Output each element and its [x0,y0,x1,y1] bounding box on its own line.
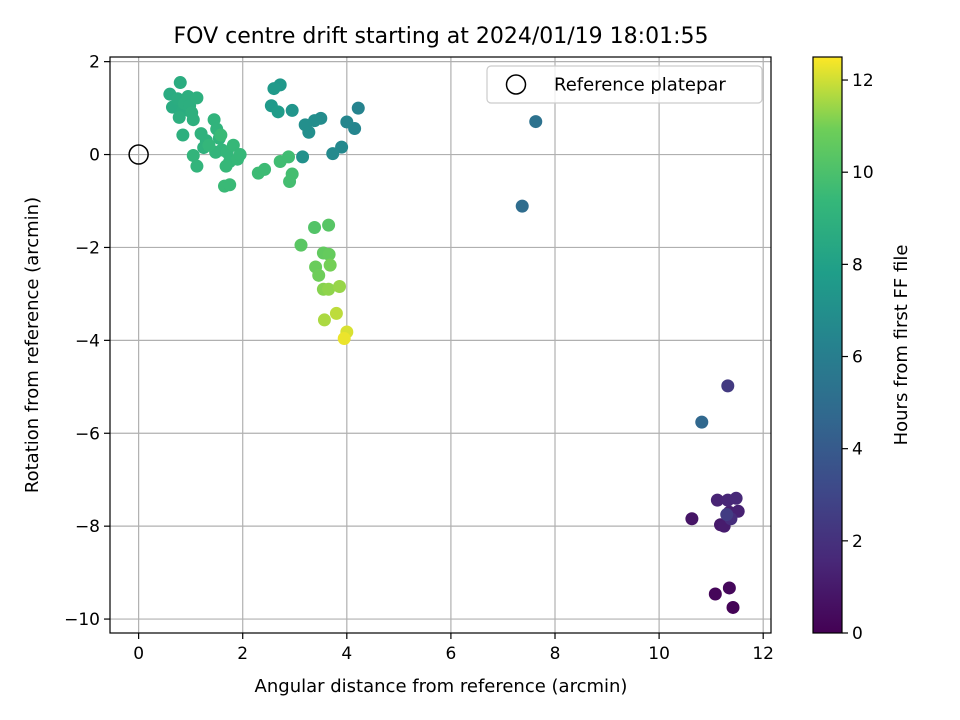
data-point [351,101,365,115]
data-point [729,491,743,505]
colorbar-tick-label: 6 [852,348,863,368]
legend-label-reference: Reference platepar [554,75,726,96]
grid [110,57,771,633]
data-point [223,178,237,192]
x-tick-label: 10 [648,644,670,664]
colorbar: 0 2 4 6 8 10 12 Hours from first FF file [812,56,912,644]
data-point [176,128,190,142]
reference-marker-layer [128,144,149,165]
data-point [720,508,734,522]
data-point [202,138,216,152]
data-point [322,282,336,296]
data-point [258,162,272,176]
colorbar-gradient [812,56,843,634]
data-point [190,91,204,105]
colorbar-tick-label: 0 [852,624,863,644]
data-point [721,379,735,393]
colorbar-label: Hours from first FF file [891,245,912,446]
data-point [695,415,709,429]
data-point [190,159,204,173]
data-point [271,105,285,119]
y-axis-label: Rotation from reference (arcmin) [22,197,43,493]
data-point [685,512,699,526]
y-tick-label: −10 [64,610,100,630]
x-tick-label: 12 [752,644,774,664]
data-point [333,279,347,293]
legend-reference-marker [505,74,527,95]
data-point [214,128,228,142]
data-point [326,147,340,161]
data-point [296,150,310,164]
x-tick-label: 4 [341,644,352,664]
data-point [726,600,740,614]
data-point [710,493,724,507]
data-point [233,148,247,162]
data-point [186,148,200,162]
x-tick-label: 2 [237,644,248,664]
y-tick-label: 2 [89,53,100,73]
data-point [322,218,336,232]
legend: Reference platepar [486,65,763,104]
data-point [173,76,187,90]
data-point [267,82,281,96]
y-tick-label: −4 [75,331,100,351]
colorbar-tick-label: 2 [852,532,863,552]
y-tick-label: 0 [89,146,100,166]
colorbar-tick-label: 10 [852,163,874,183]
reference-platepar-marker [128,144,149,165]
data-points [163,76,745,614]
data-point [219,159,233,173]
data-point [515,199,529,213]
colorbar-tick-label: 8 [852,255,863,275]
data-point [283,174,297,188]
x-tick-label: 0 [133,644,144,664]
data-point [722,581,736,595]
data-point [308,220,322,234]
plot-frame [109,56,772,634]
data-point [317,313,331,327]
data-point [340,115,354,129]
data-point [285,103,299,117]
data-point [226,138,240,152]
data-point [329,306,343,320]
data-point [282,150,296,164]
data-point [323,258,337,272]
colorbar-tick-label: 4 [852,440,863,460]
x-axis-ticks: 0 2 4 6 8 10 12 [133,633,774,664]
data-point [298,118,312,132]
data-point [172,110,186,124]
x-axis-label: Angular distance from reference (arcmin) [255,676,628,697]
data-point [322,247,336,261]
data-point [337,331,351,345]
data-point [529,115,543,129]
data-point [312,268,326,282]
legend-box [486,65,763,104]
y-tick-label: −2 [75,238,100,258]
data-point [708,587,722,601]
data-point [294,238,308,252]
y-tick-label: −8 [75,517,100,537]
colorbar-tick-label: 12 [852,71,874,91]
y-axis-ticks: 2 0 −2 −4 −6 −8 −10 [64,53,110,630]
y-tick-label: −6 [75,424,100,444]
colorbar-ticks: 0 2 4 6 8 10 12 [842,71,874,644]
data-point [186,113,200,127]
x-tick-label: 6 [445,644,456,664]
x-tick-label: 8 [550,644,561,664]
chart-title: FOV centre drift starting at 2024/01/19 … [174,24,709,49]
